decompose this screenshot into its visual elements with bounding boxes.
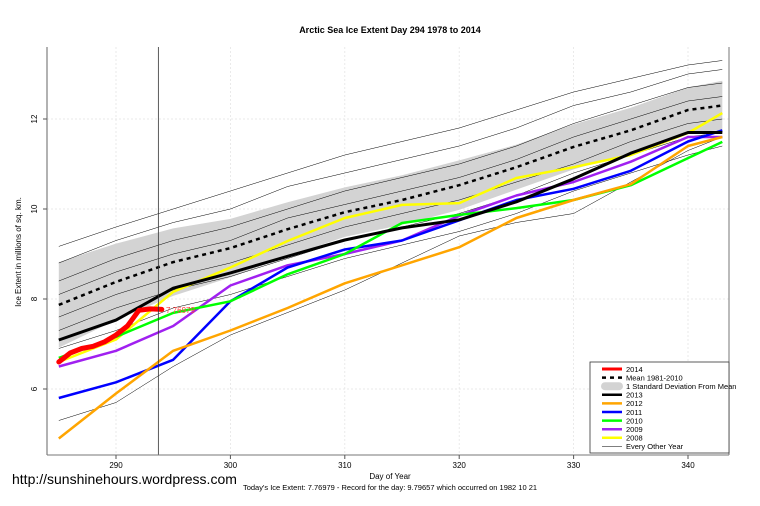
legend-label: 2012	[626, 399, 643, 408]
legend-label: 2014	[626, 365, 643, 374]
legend-label: 2008	[626, 434, 643, 443]
legend-label: Every Other Year	[626, 442, 684, 451]
x-tick-label: 330	[567, 461, 581, 470]
other-year-line	[58, 60, 723, 247]
legend-label: 2011	[626, 408, 642, 417]
legend-label: 2010	[626, 416, 643, 425]
legend-label: Mean 1981-2010	[626, 373, 683, 382]
series-line-2013	[58, 131, 723, 342]
other-year-line	[58, 96, 723, 295]
x-tick-label: 290	[109, 461, 123, 470]
watermark-url: http://sunshinehours.wordpress.com	[12, 471, 237, 487]
other-year-line	[58, 69, 723, 264]
plot-area	[56, 47, 723, 455]
legend-label: 2009	[626, 425, 643, 434]
series-line-2014	[56, 306, 165, 365]
x-tick-label: 340	[681, 461, 695, 470]
other-year-line	[58, 82, 723, 282]
current-value-label: 7.76979	[166, 306, 195, 315]
chart-subtitle: Today's Ice Extent: 7.76979 - Record for…	[243, 483, 537, 492]
axes: 290 300 310 320 330 340 6 8 10 12	[30, 47, 730, 470]
y-tick-label: 12	[30, 114, 39, 123]
y-tick-label: 8	[30, 296, 39, 301]
y-tick-label: 6	[30, 386, 39, 391]
legend-label: 2013	[626, 391, 643, 400]
legend-label: 1 Standard Deviation From Mean	[626, 382, 736, 391]
x-tick-label: 310	[338, 461, 352, 470]
series-line-2008	[58, 112, 723, 364]
mean-line	[58, 104, 723, 307]
sd-band	[58, 80, 723, 348]
x-tick-label: 300	[224, 461, 238, 470]
other-year-line	[58, 145, 723, 349]
other-year-line	[58, 118, 723, 318]
chart-title: Arctic Sea Ice Extent Day 294 1978 to 20…	[299, 25, 481, 35]
y-axis-label: Ice Extent in millions of sq. km.	[14, 197, 23, 307]
series-line-2011	[58, 129, 723, 400]
y-tick-label: 10	[30, 204, 39, 213]
series-line-2012	[58, 135, 723, 440]
other-year-line	[58, 136, 723, 421]
legend-swatch	[601, 382, 623, 391]
x-tick-label: 320	[453, 461, 467, 470]
x-axis-label: Day of Year	[369, 472, 411, 481]
